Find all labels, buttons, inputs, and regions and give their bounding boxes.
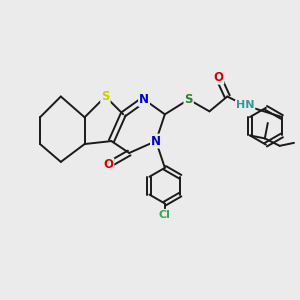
Text: O: O: [103, 158, 113, 171]
Text: O: O: [213, 71, 224, 84]
Text: HN: HN: [236, 100, 254, 110]
Text: S: S: [101, 90, 110, 103]
Text: Cl: Cl: [159, 210, 171, 220]
Text: N: N: [151, 135, 161, 148]
Text: S: S: [184, 93, 193, 106]
Text: N: N: [139, 93, 149, 106]
